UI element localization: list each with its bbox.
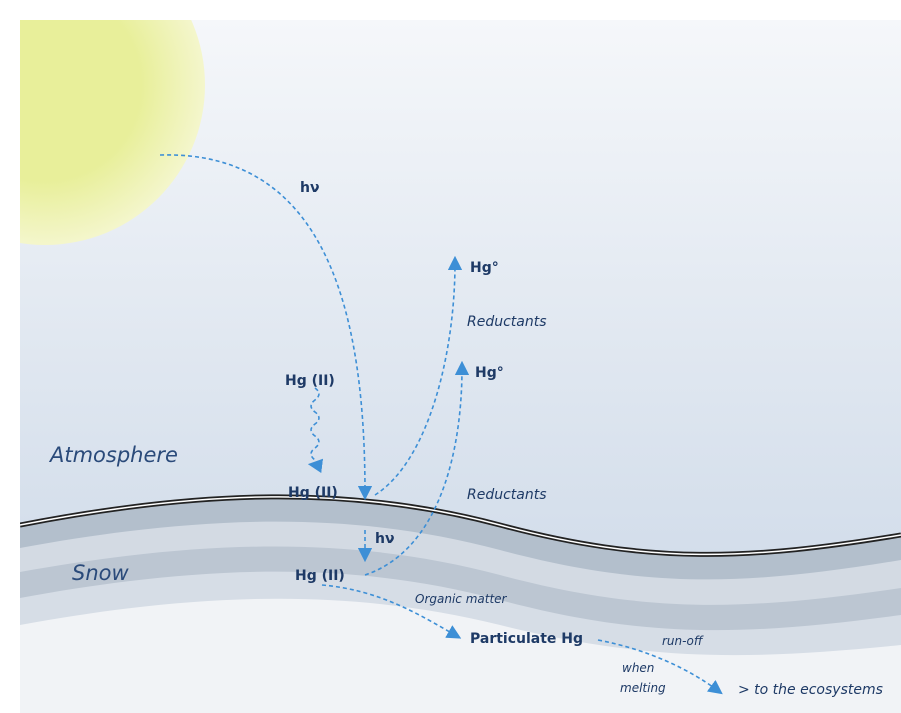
zone-label: Snow xyxy=(72,561,129,585)
process-label: when xyxy=(622,661,654,675)
process-label: run-off xyxy=(662,634,704,648)
arrows xyxy=(159,154,723,695)
species-label: Particulate Hg xyxy=(470,631,583,647)
process-label: Reductants xyxy=(467,487,547,503)
process-label: hν xyxy=(375,531,395,547)
zone-label: Atmosphere xyxy=(48,443,178,467)
species-label: Hg (II) xyxy=(295,568,345,584)
sun xyxy=(20,20,205,245)
process-label: melting xyxy=(620,681,666,695)
process-label: Reductants xyxy=(467,314,547,330)
species-label: Hg (II) xyxy=(285,373,335,389)
process-label: > to the ecosystems xyxy=(738,682,883,698)
species-label: Hg° xyxy=(475,365,504,381)
process-label: hν xyxy=(300,180,320,196)
species-label: Hg° xyxy=(470,260,499,276)
species-label: Hg (II) xyxy=(288,485,338,501)
process-label: Organic matter xyxy=(415,592,508,606)
